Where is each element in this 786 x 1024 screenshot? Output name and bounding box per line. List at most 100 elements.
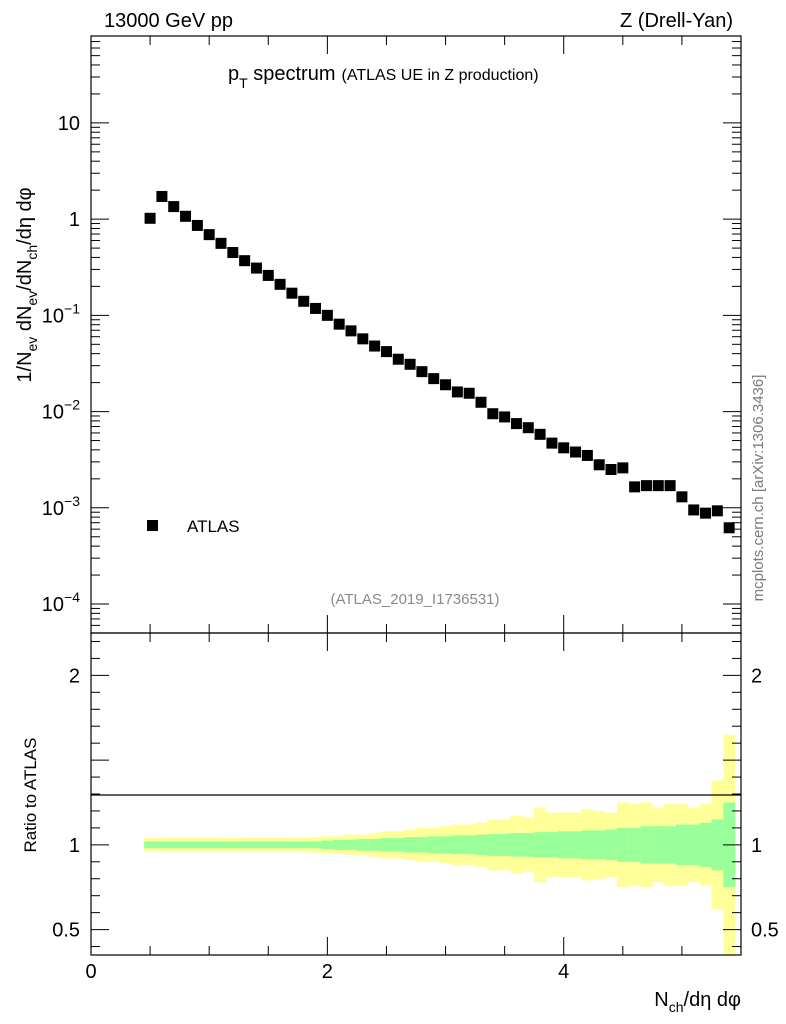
data-point [404, 358, 416, 370]
y-tick-label: 10−1 [42, 300, 80, 327]
data-point [321, 309, 333, 321]
inner-band-bin [581, 830, 594, 860]
data-point [723, 522, 735, 534]
inner-band-bin [664, 826, 677, 864]
ylabel-part-5: ch [24, 245, 40, 260]
inner-band-bin [510, 832, 523, 857]
ratio-y-axis-title: Ratio to ATLAS [21, 738, 40, 853]
data-point [369, 340, 381, 352]
ratio-y-tick-label: 0.5 [52, 920, 80, 942]
inner-band-bin [179, 841, 192, 849]
x-axis-title: Nch/dη dφ [654, 989, 741, 1015]
xlabel-part-1: ch [669, 999, 684, 1015]
inner-band-bin [451, 835, 464, 855]
data-point [357, 333, 369, 345]
inner-band-bin [368, 838, 381, 851]
data-point [558, 442, 570, 454]
data-point [605, 464, 617, 476]
y-tick-base: 10 [42, 498, 64, 520]
main-frame [90, 35, 742, 634]
ratio-panel: 2 21 10.5 0.50 2 4 Ratio to ATLAS Nch/dη dφ [21, 632, 779, 1015]
data-point [168, 201, 180, 213]
data-point [617, 462, 629, 474]
data-point [522, 422, 534, 434]
inner-band-bin [191, 841, 204, 849]
data-point [640, 480, 652, 492]
data-point [239, 255, 251, 267]
reference-label: (ATLAS_2019_I1736531) [330, 591, 499, 608]
inner-band-bin [498, 833, 511, 856]
inner-band-bin [534, 832, 547, 858]
data-point [451, 386, 463, 398]
inner-band-bin [569, 831, 582, 859]
data-point [286, 287, 298, 299]
data-point [156, 190, 168, 202]
header-right: Z (Drell-Yan) [620, 10, 733, 32]
header-left: 13000 GeV pp [104, 10, 233, 32]
data-point [487, 408, 499, 420]
inner-band-bin [226, 841, 240, 849]
inner-band-bin [557, 831, 570, 859]
inner-band-bin [475, 834, 488, 856]
inner-band-bin [699, 822, 712, 867]
xlabel-part-0: N [654, 989, 668, 1011]
data-point [546, 437, 558, 449]
title-note: (ATLAS UE in Z production) [342, 67, 539, 84]
inner-band-bin [156, 841, 169, 849]
ylabel-part-1: ev [24, 337, 40, 352]
ratio-y-tick-label: 2 [69, 665, 80, 687]
x-tick-label: 4 [558, 961, 569, 983]
data-markers [144, 190, 735, 534]
data-point [664, 480, 676, 492]
data-point [652, 480, 664, 492]
x-tick-label: 0 [85, 961, 96, 983]
inner-band-bin [593, 830, 606, 860]
y-tick-base: 10 [42, 594, 64, 616]
y-tick-exp: −1 [64, 300, 80, 316]
legend-marker [147, 520, 158, 531]
data-point [581, 449, 593, 461]
data-point [227, 246, 239, 258]
inner-band-bin [144, 841, 157, 849]
inner-band-bin [628, 827, 641, 862]
inner-band-bin [676, 824, 689, 866]
inner-band-bin [321, 840, 334, 850]
ylabel-part-6: /dη dφ [14, 187, 36, 244]
data-point [416, 366, 428, 378]
inner-band-bin [203, 841, 216, 849]
data-point [534, 428, 546, 440]
inner-band-bin [640, 826, 653, 864]
x-tick-label: 2 [322, 961, 333, 983]
inner-band-bin [652, 826, 665, 864]
inner-band-bin [345, 839, 358, 850]
data-point [345, 325, 357, 337]
data-point [463, 387, 475, 399]
ylabel-part-4: /dN [14, 260, 36, 291]
data-point [676, 491, 688, 503]
y-tick-base: 10 [42, 305, 64, 327]
side-label: mcplots.cern.ch [arXiv:1306.3436] [750, 375, 767, 602]
data-point [310, 302, 322, 314]
data-point [298, 295, 310, 307]
xlabel-part-2: /dη dφ [684, 989, 741, 1011]
y-tick-exp: −3 [64, 493, 80, 509]
data-point [510, 418, 522, 430]
ratio-y-tick-label: 1 [69, 835, 80, 857]
data-point [262, 269, 274, 281]
ylabel-part-2: dN [14, 306, 36, 337]
y-tick-exp: −2 [64, 397, 80, 413]
legend-label: ATLAS [187, 517, 240, 536]
data-point [428, 373, 440, 385]
y-tick-exp: −4 [64, 589, 80, 605]
main-y-axis-title: 1/Nev dNev/dNch/dη dφ [14, 187, 40, 382]
inner-band-bin [215, 841, 228, 849]
ratio-tick-labels: 2 21 10.5 0.50 2 4 [52, 665, 779, 983]
title-rest: spectrum [248, 63, 336, 85]
main-axis-ticks [90, 35, 742, 634]
data-point [593, 459, 605, 471]
data-point [688, 504, 700, 516]
inner-band-bin [309, 841, 322, 849]
ratio-y-tick-label-right: 0.5 [751, 920, 779, 942]
